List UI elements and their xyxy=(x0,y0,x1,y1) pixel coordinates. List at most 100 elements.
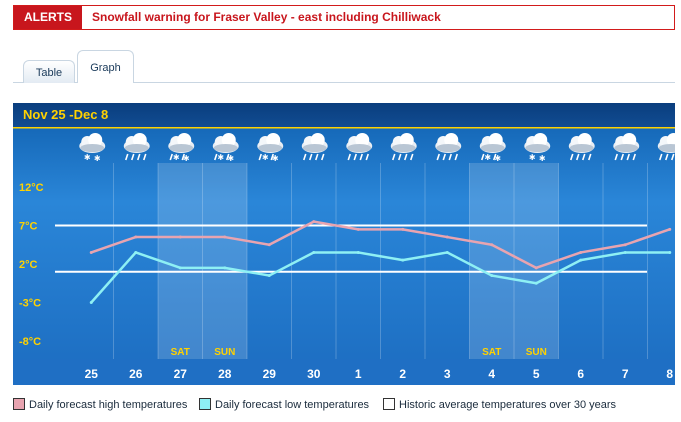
low-temperature-point xyxy=(312,250,316,254)
low-temperature-point xyxy=(89,301,93,304)
forecast-chart: ✱ ✱ ✱ ✱ ✱ ✱ ✱ ✱ ✱ ✱ ✱ ✱ 12°C 7°C 2°C -3°C -8°C 25 26 27 28… xyxy=(13,103,675,385)
cloud-shadow xyxy=(347,144,372,152)
rain-cloud-icon xyxy=(123,133,150,161)
low-temperature-point xyxy=(623,250,627,254)
snowflake: ✱ xyxy=(484,153,491,162)
high-temperature-point xyxy=(134,235,138,239)
weekend-day-label: SUN xyxy=(214,347,235,358)
x-day-label: 6 xyxy=(577,367,584,381)
rain-drop xyxy=(569,153,574,161)
weekend-day-label: SAT xyxy=(482,347,501,358)
snowflake: ✱ xyxy=(272,154,279,163)
rain-drop xyxy=(314,153,319,161)
rain-drop xyxy=(454,153,459,161)
low-temperature-point xyxy=(178,266,182,270)
cloud-puff xyxy=(399,133,414,147)
low-temperature-point xyxy=(401,258,405,262)
high-temperature-point xyxy=(401,227,405,231)
legend-historic-label: Historic average temperatures over 30 ye… xyxy=(399,399,617,411)
weekend-day-label: SAT xyxy=(171,347,190,358)
snowflake: ✱ xyxy=(84,153,91,162)
x-day-label: 29 xyxy=(263,367,277,381)
rain-cloud-icon xyxy=(346,133,373,161)
rain-cloud-icon xyxy=(435,133,462,161)
high-temperature-point xyxy=(223,235,227,239)
cloud-shadow xyxy=(525,144,550,152)
rain-drop xyxy=(181,153,186,161)
rain-snow-cloud-icon: ✱ ✱ xyxy=(257,133,284,163)
alert-message-link[interactable]: Snowfall warning for Fraser Valley - eas… xyxy=(92,10,441,24)
high-temperature-point xyxy=(267,243,271,247)
low-temperature-point xyxy=(579,258,583,262)
rain-drop xyxy=(258,153,263,161)
rain-drop xyxy=(575,153,580,161)
cloud-puff xyxy=(444,133,459,147)
tab-graph[interactable]: Graph xyxy=(77,50,134,83)
alerts-badge: ALERTS xyxy=(14,6,82,29)
x-day-label: 5 xyxy=(533,367,540,381)
rain-drop xyxy=(169,153,174,161)
legend-historic: Historic average temperatures over 30 ye… xyxy=(383,398,616,412)
x-day-label: 7 xyxy=(622,367,629,381)
high-temperature-line xyxy=(90,220,671,270)
rain-cloud-icon xyxy=(657,133,675,161)
cloud-puff xyxy=(577,133,592,147)
rain-drop xyxy=(581,153,586,161)
low-temperature-point xyxy=(356,250,360,254)
legend-high-swatch xyxy=(13,398,25,410)
snowflake: ✱ xyxy=(227,154,234,163)
cloud-shadow xyxy=(658,144,675,152)
high-temperature-point xyxy=(312,220,316,224)
cloud-shadow xyxy=(614,144,639,152)
rain-drop xyxy=(320,153,325,161)
snowflake: ✱ xyxy=(217,153,224,162)
rain-drop xyxy=(213,153,218,161)
tab-table[interactable]: Table xyxy=(23,60,75,83)
high-temperature-point xyxy=(668,227,672,231)
rain-snow-cloud-icon: ✱ ✱ xyxy=(168,133,195,163)
high-temperature-point xyxy=(579,250,583,254)
high-temperature-point xyxy=(490,243,494,247)
rain-drop xyxy=(136,153,141,161)
low-temperature-point xyxy=(445,250,449,254)
cloud-shadow xyxy=(436,144,461,152)
low-temperature-point xyxy=(668,250,672,254)
cloud-puff xyxy=(266,133,281,147)
x-day-label: 26 xyxy=(129,367,143,381)
y-tick-label: 7°C xyxy=(19,221,38,233)
forecast-chart-svg: ✱ ✱ ✱ ✱ ✱ ✱ ✱ ✱ ✱ ✱ ✱ ✱ 12°C7°C2°C-3°C-8°C 25 26 27 28… xyxy=(13,103,675,385)
cloud-shadow xyxy=(124,144,149,152)
cloud-puff xyxy=(622,133,637,147)
low-temperature-line xyxy=(90,251,670,304)
high-temperature-point xyxy=(178,235,182,239)
rain-drop xyxy=(391,153,396,161)
y-tick-label: -8°C xyxy=(19,336,41,348)
rain-snow-cloud-icon: ✱ ✱ xyxy=(479,133,506,163)
rain-drop xyxy=(448,153,453,161)
cloud-puff xyxy=(533,133,548,147)
x-day-label: 2 xyxy=(399,367,406,381)
rain-drop xyxy=(142,153,147,161)
weekend-band xyxy=(469,163,514,359)
x-day-label: 8 xyxy=(666,367,673,381)
snowflake: ✱ xyxy=(173,153,180,162)
rain-drop xyxy=(308,153,313,161)
rain-drop xyxy=(626,153,631,161)
rain-drop xyxy=(359,153,364,161)
rain-drop xyxy=(124,153,129,161)
rain-drop xyxy=(442,153,447,161)
legend-low-swatch xyxy=(199,398,211,410)
x-day-label: 28 xyxy=(218,367,232,381)
rain-drop xyxy=(365,153,370,161)
rain-drop xyxy=(587,153,592,161)
cloud-shadow xyxy=(80,144,105,152)
cloud-puff xyxy=(177,133,192,147)
cloud-puff xyxy=(355,133,370,147)
x-day-label: 4 xyxy=(488,367,495,381)
alerts-bar[interactable]: ALERTS Snowfall warning for Fraser Valle… xyxy=(13,5,675,30)
y-tick-label: 12°C xyxy=(19,182,44,194)
snowflake: ✱ xyxy=(494,154,501,163)
low-temperature-point xyxy=(267,274,271,278)
rain-drop xyxy=(270,153,275,161)
y-tick-label: 2°C xyxy=(19,259,38,271)
